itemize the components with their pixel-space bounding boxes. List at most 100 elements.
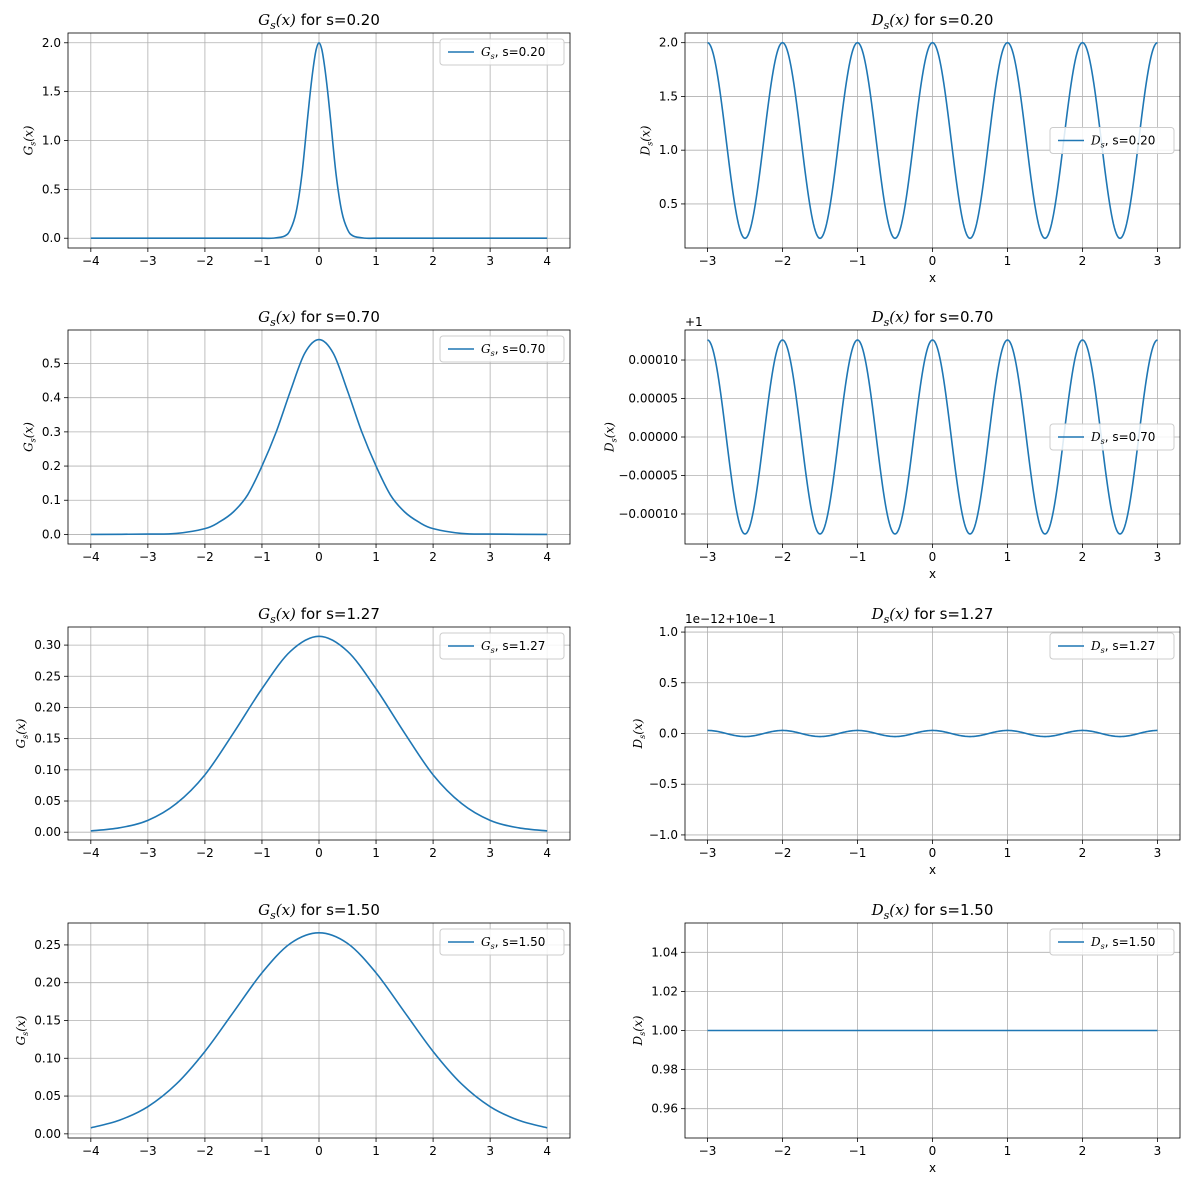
- x-tick-label: 1: [1004, 1144, 1012, 1158]
- x-tick-label: −1: [253, 550, 271, 564]
- legend-label: Gs, s=0.70: [481, 342, 545, 358]
- legend-label: Ds, s=1.27: [1090, 639, 1155, 655]
- y-tick-label: 0.25: [34, 669, 61, 683]
- y-axis-label: Ds(x): [602, 422, 618, 453]
- x-tick-label: −2: [196, 846, 214, 860]
- x-tick-label: −2: [774, 254, 792, 268]
- x-tick-label: −3: [699, 1144, 717, 1158]
- legend-label: Ds, s=0.70: [1090, 430, 1155, 446]
- x-tick-label: 0: [315, 1144, 323, 1158]
- x-tick-label: −4: [82, 254, 100, 268]
- x-tick-label: −3: [139, 254, 157, 268]
- y-tick-label: 1.5: [42, 85, 61, 99]
- legend-box: [1049, 127, 1175, 154]
- x-tick-label: −3: [139, 1144, 157, 1158]
- x-tick-label: −1: [849, 1144, 867, 1158]
- y-tick-label: 0.5: [659, 197, 678, 211]
- y-tick-label: 0.30: [34, 638, 61, 652]
- y-tick-label: 1.5: [659, 89, 678, 103]
- y-tick-label: 0.98: [651, 1063, 678, 1077]
- x-tick-label: −2: [196, 550, 214, 564]
- subplot-title: Gs(x) for s=1.50: [258, 901, 380, 922]
- legend-label: Gs, s=0.20: [481, 45, 545, 61]
- x-tick-label: −1: [849, 254, 867, 268]
- subplot-title: Gs(x) for s=0.70: [258, 308, 380, 329]
- y-tick-label: 0.0: [659, 727, 678, 741]
- y-tick-label: 0.0: [42, 527, 61, 541]
- subplot-d-1.50: −3 −2 −1 0 1 2 3 0.96 0.98 1.00 1.02 1.04 Ds(x) Ds(x)…: [631, 901, 1181, 1175]
- x-tick-label: 0: [315, 550, 323, 564]
- subplot-title: Ds(x) for s=0.70: [871, 308, 994, 329]
- x-tick-label: −3: [699, 550, 717, 564]
- legend: Gs, s=0.20: [439, 38, 565, 66]
- x-tick-label: 3: [486, 550, 494, 564]
- x-tick-label: 2: [429, 1144, 437, 1158]
- legend-box: [439, 38, 565, 66]
- x-tick-label: −3: [699, 846, 717, 860]
- subplot-title: Ds(x) for s=1.27: [871, 605, 994, 626]
- x-tick-label: −2: [774, 846, 792, 860]
- legend-box: [1049, 928, 1175, 956]
- series-line: [90, 932, 548, 1129]
- x-tick-label: 1: [1004, 846, 1012, 860]
- y-axis-label: Ds(x): [638, 125, 654, 156]
- y-axis-label: Ds(x): [631, 1015, 647, 1046]
- y-tick-label: −0.00010: [618, 507, 678, 521]
- x-tick-label: 0: [315, 846, 323, 860]
- y-tick-label: 0.4: [42, 391, 61, 405]
- subplot-title: Ds(x) for s=1.50: [871, 901, 994, 922]
- legend-box: [439, 928, 565, 956]
- x-tick-label: 3: [1154, 550, 1162, 564]
- legend-label: Gs, s=1.27: [481, 639, 545, 655]
- x-tick-label: 2: [429, 254, 437, 268]
- y-axis-label: Gs(x): [21, 125, 37, 155]
- subplot-d-1.27: −3 −2 −1 0 1 2 3 −1.0 −0.5 0.0 0.5 1.0 Ds(x) Ds(x) fo…: [631, 605, 1181, 877]
- x-tick-label: 3: [1154, 1144, 1162, 1158]
- y-axis-label: Gs(x): [21, 422, 37, 452]
- y-tick-label: 0.1: [42, 493, 61, 507]
- x-axis-label: x: [929, 271, 936, 285]
- x-axis-label: x: [929, 863, 936, 877]
- x-tick-label: −1: [849, 550, 867, 564]
- y-tick-label: 2.0: [659, 36, 678, 50]
- subplot-title: Gs(x) for s=0.20: [258, 11, 380, 32]
- y-tick-label: −0.00005: [618, 468, 678, 482]
- y-tick-label: 0.10: [34, 1051, 61, 1065]
- x-tick-label: 2: [1079, 1144, 1087, 1158]
- axis-offset-label: +1: [685, 315, 703, 329]
- x-tick-label: −2: [196, 1144, 214, 1158]
- y-tick-label: 1.00: [651, 1024, 678, 1038]
- subplot-g-1.27: −4 −3 −2 −1 0 1 2 3 4 0.00 0.05 0.10 0.15 0.20 0.25 0.3…: [14, 605, 571, 860]
- x-tick-label: 3: [486, 846, 494, 860]
- legend: Gs, s=1.50: [439, 928, 565, 956]
- x-tick-label: 1: [372, 254, 380, 268]
- y-tick-label: 0.5: [42, 182, 61, 196]
- y-tick-label: −1.0: [649, 828, 678, 842]
- legend-box: [439, 335, 565, 363]
- y-tick-label: 0.3: [42, 425, 61, 439]
- legend-label: Gs, s=1.50: [481, 935, 545, 951]
- x-tick-label: 1: [372, 550, 380, 564]
- x-tick-label: 0: [929, 1144, 937, 1158]
- series-line: [707, 729, 1158, 738]
- y-tick-label: 1.02: [651, 984, 678, 998]
- x-tick-label: 0: [929, 846, 937, 860]
- x-tick-label: −4: [82, 550, 100, 564]
- x-tick-label: −2: [774, 550, 792, 564]
- y-tick-label: 0.00: [34, 825, 61, 839]
- y-tick-label: 0.2: [42, 459, 61, 473]
- y-tick-label: 0.5: [42, 357, 61, 371]
- legend: Gs, s=0.70: [439, 335, 565, 363]
- x-tick-label: 2: [1079, 550, 1087, 564]
- series-line: [707, 41, 1158, 240]
- x-tick-label: 4: [543, 846, 551, 860]
- y-tick-label: 0.20: [34, 700, 61, 714]
- y-tick-label: 0.10: [34, 763, 61, 777]
- x-tick-label: −2: [774, 1144, 792, 1158]
- x-tick-label: 1: [372, 846, 380, 860]
- x-tick-label: −4: [82, 1144, 100, 1158]
- y-axis-label: Gs(x): [14, 718, 30, 748]
- legend: Ds, s=0.20: [1049, 127, 1175, 154]
- subplot-d-0.20: −3 −2 −1 0 1 2 3 0.5 1.0 1.5 2.0 Ds(x) Ds(x) for s=0…: [638, 11, 1181, 285]
- subplot-g-1.50: −4 −3 −2 −1 0 1 2 3 4 0.00 0.05 0.10 0.15 0.20 0.25 Gs(…: [14, 901, 571, 1158]
